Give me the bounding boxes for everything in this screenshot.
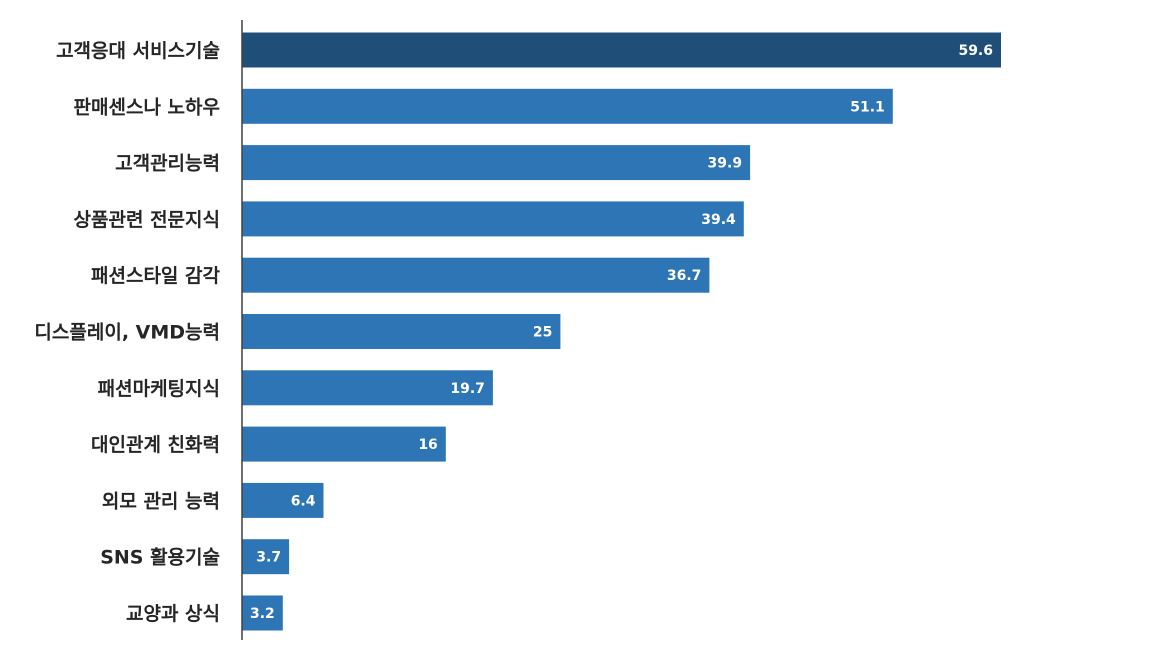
- bar-4: [242, 257, 710, 293]
- category-label-3: 상품관련 전문지식: [74, 209, 220, 231]
- bar-10: [242, 595, 283, 631]
- bar-2: [242, 145, 751, 181]
- bar-3: [242, 201, 744, 237]
- bars-layer: 59.6 51.1 39.9 39.4 36.7 25 19.7 16 6.4 3.7 3.2: [242, 32, 1001, 631]
- value-label-5: 25: [533, 325, 552, 341]
- category-label-1: 판매센스나 노하우: [74, 96, 220, 118]
- bar-6: [242, 370, 493, 406]
- value-label-4: 36.7: [667, 268, 702, 284]
- value-label-2: 39.9: [708, 156, 743, 172]
- bar-9: [242, 539, 290, 575]
- category-label-4: 패션스타일 감각: [91, 265, 220, 287]
- value-label-6: 19.7: [450, 381, 485, 397]
- category-label-5: 디스플레이, VMD능력: [34, 322, 220, 344]
- value-label-1: 51.1: [850, 99, 885, 115]
- value-label-7: 16: [418, 437, 437, 453]
- bar-1: [242, 88, 893, 124]
- category-label-2: 고객관리능력: [115, 153, 220, 175]
- value-label-10: 3.2: [250, 606, 275, 622]
- bar-5: [242, 314, 561, 349]
- category-label-9: SNS 활용기술: [100, 547, 220, 569]
- bar-0: [242, 32, 1001, 68]
- value-label-8: 6.4: [291, 493, 316, 509]
- category-label-0: 고객응대 서비스기술: [56, 40, 220, 62]
- category-label-10: 교양과 상식: [126, 603, 220, 625]
- value-label-3: 39.4: [701, 212, 736, 228]
- value-label-9: 3.7: [256, 550, 281, 566]
- category-label-8: 외모 관리 능력: [102, 490, 220, 512]
- bar-8: [242, 482, 324, 518]
- category-label-7: 대인관계 친화력: [91, 434, 220, 456]
- value-label-0: 59.6: [958, 43, 993, 59]
- category-label-6: 패션마케팅지식: [98, 378, 220, 400]
- bar-7: [242, 426, 446, 462]
